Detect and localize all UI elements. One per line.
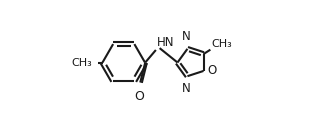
Text: N: N [181, 30, 190, 43]
Text: O: O [134, 90, 144, 103]
Text: CH₃: CH₃ [72, 58, 92, 68]
Text: O: O [207, 64, 217, 78]
Text: CH₃: CH₃ [211, 39, 232, 49]
Text: N: N [181, 82, 190, 95]
Text: HN: HN [156, 36, 174, 49]
